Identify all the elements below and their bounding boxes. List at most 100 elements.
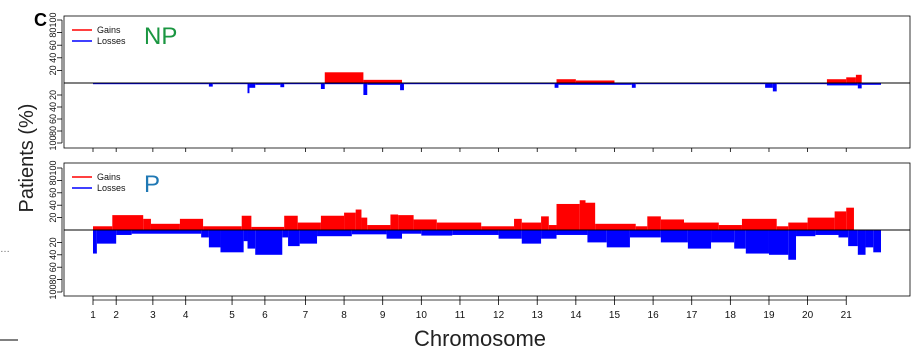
y-tick-label: 100 — [48, 284, 58, 299]
y-tick-label: 20 — [48, 90, 58, 100]
gain-bar — [647, 216, 661, 230]
legend-label-losses: Losses — [97, 183, 126, 193]
gain-bar — [284, 215, 298, 230]
gain-bar — [556, 203, 580, 230]
loss-bar — [284, 83, 321, 85]
gain-bar — [834, 211, 847, 230]
y-tick-label: 100 — [48, 160, 58, 175]
loss-bar — [367, 83, 401, 85]
loss-bar — [815, 230, 839, 235]
loss-bar — [255, 230, 283, 255]
loss-bar — [351, 230, 387, 235]
y-tick-label: 100 — [48, 135, 58, 150]
x-tick-label: 15 — [609, 310, 621, 321]
panel-name: NP — [144, 23, 177, 50]
x-tick-label: 9 — [380, 310, 386, 321]
gain-bar — [635, 226, 648, 230]
loss-bar — [554, 83, 559, 88]
loss-bar — [212, 83, 248, 85]
loss-bar — [96, 230, 117, 244]
loss-bar — [93, 83, 209, 85]
x-tick-label: 14 — [570, 310, 582, 321]
x-tick-label: 16 — [648, 310, 660, 321]
gain-bar — [413, 219, 437, 230]
loss-bar — [288, 230, 300, 247]
loss-bar — [208, 230, 221, 248]
x-tick-label: 13 — [532, 310, 544, 321]
loss-bar — [629, 230, 661, 238]
gain-bar — [741, 218, 777, 230]
loss-bar — [865, 230, 874, 248]
loss-bar — [220, 230, 244, 253]
loss-bar — [772, 83, 777, 92]
loss-bar — [768, 230, 789, 255]
y-tick-label: 20 — [48, 213, 58, 223]
gain-bar — [585, 202, 596, 230]
loss-bar — [745, 230, 769, 254]
gain-bar — [355, 209, 362, 230]
x-tick-label: 7 — [303, 310, 309, 321]
x-tick-label: 6 — [262, 310, 268, 321]
gain-bar — [344, 212, 356, 230]
gain-bar — [251, 226, 285, 230]
loss-bar — [826, 83, 858, 86]
gain-bar — [846, 207, 854, 230]
x-tick-label: 11 — [455, 310, 466, 321]
loss-bar — [386, 230, 403, 239]
y-tick-label: 100 — [48, 12, 58, 27]
y-tick-label: 40 — [48, 102, 58, 112]
y-tick-label: 80 — [48, 28, 58, 38]
loss-bar — [208, 83, 213, 87]
y-tick-label: 40 — [48, 53, 58, 63]
legend-label-gains: Gains — [97, 172, 121, 182]
x-tick-label: 10 — [416, 310, 428, 321]
loss-bar — [299, 230, 318, 244]
y-tick-label: 40 — [48, 200, 58, 210]
loss-bar — [796, 230, 816, 237]
gain-bar — [514, 218, 522, 230]
loss-bar — [402, 230, 422, 234]
loss-bar — [711, 230, 735, 243]
left-ellipsis: … — [0, 244, 10, 255]
x-tick-label: 18 — [725, 310, 737, 321]
x-axis: 1 2 3 4 5 6 7 8 9 10 11 12 13 14 15 16 17 18 19 20 21 — [90, 299, 852, 321]
loss-bar — [403, 83, 555, 85]
gain-bar — [541, 216, 549, 230]
gain-bar — [846, 77, 856, 83]
loss-bar — [861, 83, 881, 85]
x-tick-label: 12 — [493, 310, 505, 321]
gain-bar — [361, 217, 368, 230]
panel-label: C — [34, 10, 47, 30]
gain-bar — [436, 222, 482, 230]
loss-bar — [131, 230, 202, 234]
loss-bar — [558, 83, 632, 85]
gain-bar — [481, 226, 515, 230]
gain-bar — [179, 218, 204, 230]
loss-bar — [848, 230, 858, 247]
loss-bar — [788, 230, 797, 260]
loss-bar — [587, 230, 607, 243]
x-tick-label: 19 — [763, 310, 775, 321]
x-tick-label: 3 — [150, 310, 156, 321]
loss-bar — [363, 83, 368, 95]
gain-bar — [575, 80, 615, 83]
gain-bar — [297, 222, 321, 230]
loss-bar — [498, 230, 522, 239]
y-tick-label: 20 — [48, 237, 58, 247]
loss-bar — [317, 230, 352, 237]
gain-bar — [595, 223, 636, 230]
gain-bar — [788, 222, 808, 230]
loss-bar — [635, 83, 766, 85]
loss-bar — [116, 230, 132, 235]
gain-bar — [718, 225, 742, 230]
loss-bar — [247, 83, 250, 94]
gain-bar — [579, 200, 586, 230]
loss-bar — [873, 230, 881, 253]
loss-bar — [280, 83, 285, 88]
x-tick-label: 1 — [90, 310, 96, 321]
y-tick-label: 60 — [48, 40, 58, 50]
x-tick-label: 2 — [113, 310, 119, 321]
y-axis-title: Patients (%) — [16, 104, 38, 213]
